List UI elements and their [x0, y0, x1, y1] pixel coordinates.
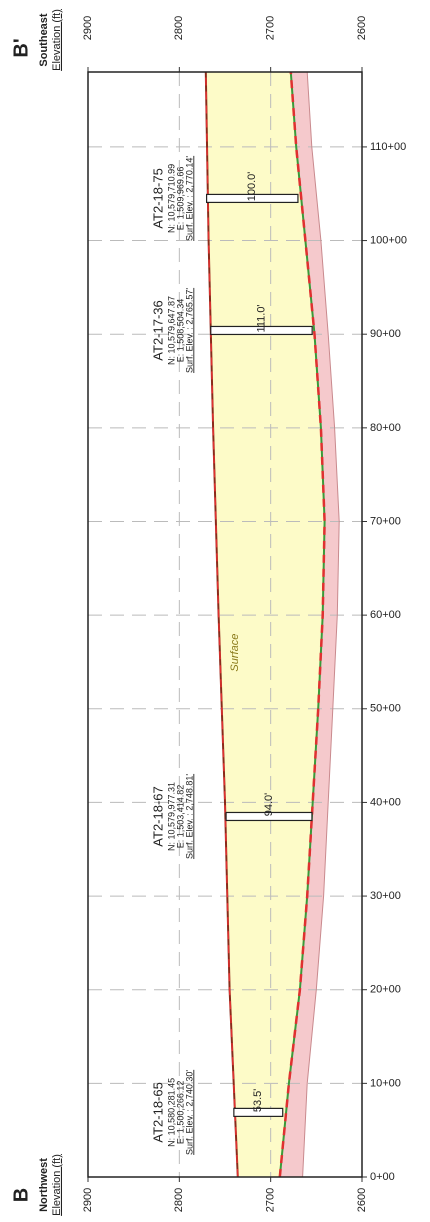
boring-top-label: Surf. Elev. : 2,748.81' — [184, 774, 194, 859]
x-tick-label: 80+00 — [370, 422, 401, 434]
boring-name: AT2-18-75 — [150, 168, 165, 228]
x-tick-label: 70+00 — [370, 515, 401, 527]
boring-easting: E: 1,500,266.12 — [175, 1081, 185, 1145]
boring-top-label: Surf. Elev. : 2,770.14' — [184, 156, 194, 241]
x-tick-label: 90+00 — [370, 328, 401, 340]
layer-boundary — [278, 71, 326, 1178]
y-tick-label: 2600 — [356, 16, 368, 40]
boring-name: AT2-18-65 — [150, 1082, 165, 1142]
x-tick-label: 40+00 — [370, 796, 401, 808]
direction-label: Southeast — [38, 13, 50, 67]
y-tick-label: 2900 — [82, 16, 94, 40]
depth-label: 111.0' — [255, 304, 267, 332]
y-tick-label: 2900 — [82, 1188, 94, 1212]
x-tick-label: 60+00 — [370, 609, 401, 621]
axis-title: Elevation (ft) — [51, 9, 63, 71]
direction-label: Northwest — [38, 1158, 50, 1212]
boring — [233, 1107, 284, 1117]
y-tick-label: 2800 — [173, 16, 185, 40]
boring-name: AT2-17-36 — [150, 300, 165, 360]
y-tick-label: 2700 — [265, 16, 277, 40]
x-tick-label: 110+00 — [370, 141, 406, 153]
boring-easting: E: 1,508,504.34 — [175, 299, 185, 363]
boring-easting: E: 1,509,969.66 — [175, 167, 185, 231]
plot-frame — [87, 71, 363, 1178]
layer-fill — [279, 72, 340, 1177]
boring — [225, 811, 313, 822]
section-mark: B' — [10, 38, 32, 57]
y-tick-label: 2800 — [173, 1188, 185, 1212]
layer-fill — [205, 72, 325, 1177]
lower-boundary — [302, 71, 340, 1178]
boring-northing: N: 10,579,647.87 — [166, 296, 176, 365]
x-tick-label: 100+00 — [370, 234, 407, 246]
surface-label: Surface — [229, 634, 241, 672]
x-tick-label: 30+00 — [370, 890, 401, 902]
boring — [206, 193, 299, 204]
y-tick-label: 2600 — [356, 1188, 368, 1212]
y-tick-label: 2700 — [265, 1188, 277, 1212]
axis-title: Elevation (ft) — [51, 1154, 63, 1216]
section-mark: B — [10, 1188, 32, 1202]
boring-top-label: Surf. Elev. : 2,765.57' — [184, 288, 194, 373]
boring — [210, 325, 313, 336]
boring-northing: N: 10,580,281.45 — [166, 1078, 176, 1147]
x-tick-label: 50+00 — [370, 703, 401, 715]
boring-easting: E: 1,503,414.82 — [175, 785, 185, 849]
boring-northing: N: 10,579,977.31 — [166, 782, 176, 851]
surface-line — [205, 71, 239, 1178]
x-tick-label: 20+00 — [370, 984, 401, 996]
depth-label: 94.0' — [263, 793, 275, 817]
depth-label: 53.5' — [252, 1089, 264, 1113]
x-tick-label: 10+00 — [370, 1077, 401, 1089]
depth-label: 100.0' — [246, 172, 258, 202]
x-tick-label: 0+00 — [370, 1171, 395, 1183]
boring-name: AT2-18-67 — [150, 786, 165, 846]
boring-northing: N: 10,579,710.99 — [166, 164, 176, 233]
boring-top-label: Surf. Elev. : 2,740.30' — [184, 1070, 194, 1155]
